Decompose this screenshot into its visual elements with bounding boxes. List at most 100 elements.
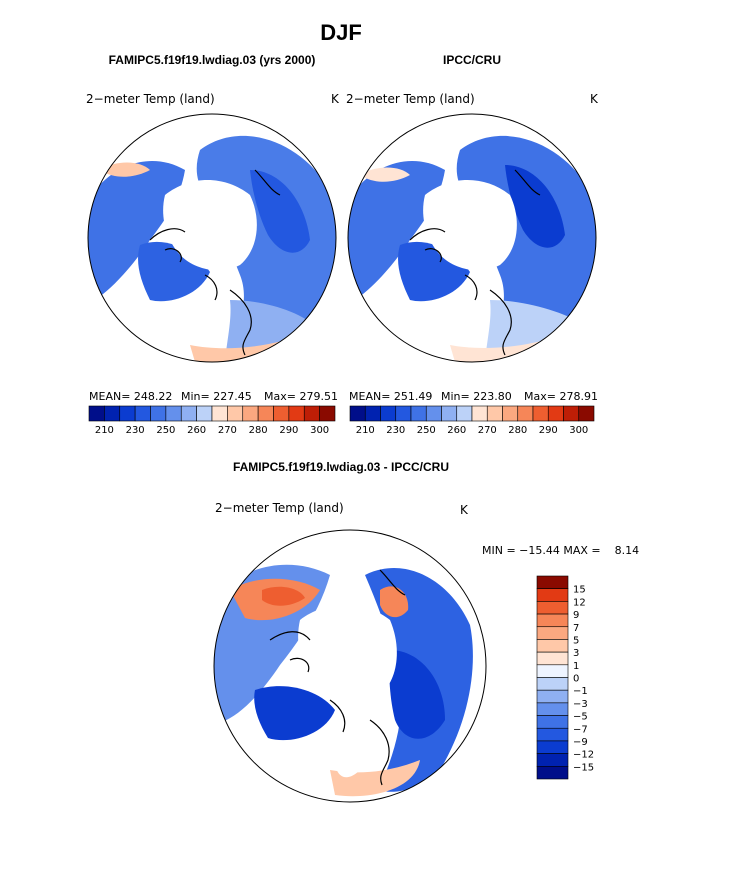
diff-arctic-ocean bbox=[298, 605, 397, 701]
obs-colorbar-swatch bbox=[410, 405, 427, 422]
diff-colorbar-tick-label: 1 bbox=[573, 661, 579, 672]
model-colorbar-tick-label: 210 bbox=[95, 425, 114, 436]
model-atlantic-ocean bbox=[199, 290, 226, 348]
model-arctic-ocean bbox=[163, 180, 257, 271]
obs-colorbar-swatch bbox=[502, 405, 519, 422]
obs-colorbar-tick-label: 290 bbox=[539, 425, 558, 436]
obs-colorbar-swatch bbox=[349, 405, 366, 422]
diff-colorbar-swatch bbox=[536, 753, 569, 767]
obs-colorbar-tick-label: 250 bbox=[417, 425, 436, 436]
model-colorbar-swatch bbox=[165, 405, 182, 422]
obs-north-america-field bbox=[348, 161, 445, 300]
diff-europe-warm bbox=[330, 760, 420, 797]
model-colorbar-swatch bbox=[150, 405, 167, 422]
model-colorbar-swatch bbox=[242, 405, 259, 422]
obs-colorbar-swatch bbox=[517, 405, 534, 422]
model-colorbar-swatch bbox=[227, 405, 244, 422]
diff-colorbar-tick-label: 7 bbox=[573, 623, 579, 634]
diff-panel-title: FAMIPC5.f19f19.lwdiag.03 - IPCC/CRU bbox=[233, 460, 449, 474]
model-colorbar-tick-label: 230 bbox=[126, 425, 145, 436]
model-coastline-eurasia bbox=[229, 169, 281, 356]
diff-colorbar-swatch bbox=[536, 639, 569, 653]
diff-range-text: MIN = −15.44 MAX = 8.14 bbox=[482, 544, 639, 557]
model-colorbar-swatch bbox=[288, 405, 305, 422]
diff-siberia-deep bbox=[389, 650, 445, 739]
model-colorbar-swatch bbox=[104, 405, 121, 422]
diff-units-label: K bbox=[460, 503, 469, 517]
diff-colorbar-swatch bbox=[536, 715, 569, 729]
diff-colorbar-tick-label: −12 bbox=[573, 750, 594, 761]
model-colorbar-swatch bbox=[257, 405, 274, 422]
diff-colorbar-tick-label: 3 bbox=[573, 648, 579, 659]
model-north-america-field bbox=[88, 161, 185, 300]
model-colorbar-swatch bbox=[211, 405, 228, 422]
obs-variable-label: 2−meter Temp (land) bbox=[346, 92, 475, 106]
obs-colorbar-swatch bbox=[486, 405, 503, 422]
diff-colorbar-tick-label: 0 bbox=[573, 674, 579, 685]
obs-colorbar-tick-label: 300 bbox=[569, 425, 588, 436]
obs-colorbar-swatch bbox=[364, 405, 381, 422]
diff-colorbar-swatch bbox=[536, 727, 569, 742]
obs-coastline-eurasia bbox=[489, 169, 541, 356]
diff-colorbar-swatch bbox=[536, 740, 569, 754]
diff-colorbar-tick-label: −1 bbox=[573, 686, 588, 697]
model-colorbar-swatch bbox=[88, 405, 105, 422]
diff-colorbar-swatch bbox=[536, 702, 569, 716]
model-mean-stat: MEAN= 248.22 bbox=[89, 390, 172, 403]
obs-min-stat: Min= 223.80 bbox=[441, 390, 512, 403]
diff-colorbar-swatch bbox=[536, 626, 569, 640]
diff-colorbar-tick-label: −3 bbox=[573, 699, 588, 710]
obs-colorbar-swatch bbox=[532, 405, 549, 422]
obs-mean-stat: MEAN= 251.49 bbox=[349, 390, 432, 403]
model-colorbar-tick-label: 280 bbox=[249, 425, 268, 436]
diff-canada-cold bbox=[254, 686, 335, 741]
diff-colorbar-swatch bbox=[536, 766, 569, 780]
diff-colorbar-swatch bbox=[536, 613, 569, 628]
model-polar-map bbox=[87, 113, 337, 363]
diff-colorbar-swatch bbox=[536, 575, 569, 589]
obs-colorbar-swatch bbox=[441, 405, 458, 422]
model-colorbar-swatch bbox=[119, 405, 136, 422]
obs-max-stat: Max= 278.91 bbox=[524, 390, 598, 403]
model-variable-label: 2−meter Temp (land) bbox=[86, 92, 215, 106]
model-colorbar-swatch bbox=[319, 405, 336, 422]
diff-colorbar-tick-label: 9 bbox=[573, 610, 579, 621]
model-warm-margin-alaska bbox=[100, 162, 150, 177]
diff-colorbar-tick-label: 12 bbox=[573, 597, 586, 608]
obs-colorbar-tick-label: 280 bbox=[508, 425, 527, 436]
obs-siberia-core bbox=[505, 165, 565, 248]
obs-colorbar-swatch bbox=[578, 405, 595, 422]
model-units-label: K bbox=[331, 92, 340, 106]
model-min-stat: Min= 227.45 bbox=[181, 390, 252, 403]
diff-siberia-warm bbox=[380, 586, 409, 618]
diff-colorbar-tick-label: 5 bbox=[573, 635, 579, 646]
obs-colorbar-swatch bbox=[563, 405, 580, 422]
diff-colorbar-tick-label: −7 bbox=[573, 724, 588, 735]
obs-panel-title: IPCC/CRU bbox=[443, 53, 501, 67]
obs-units-label: K bbox=[590, 92, 599, 106]
model-colorbar-tick-label: 290 bbox=[279, 425, 298, 436]
model-colorbar-tick-label: 250 bbox=[156, 425, 175, 436]
model-siberia-core bbox=[250, 170, 310, 253]
diff-polar-map bbox=[213, 529, 487, 803]
model-max-stat: Max= 279.51 bbox=[264, 390, 338, 403]
obs-colorbar-swatch bbox=[471, 405, 488, 422]
model-colorbar: 210 230 250 260 270 280 290 300 bbox=[88, 405, 336, 436]
model-panel-title: FAMIPC5.f19f19.lwdiag.03 (yrs 2000) bbox=[109, 53, 316, 67]
obs-warm-margin-alaska bbox=[360, 167, 410, 182]
obs-colorbar: 210 230 250 260 270 280 290 300 bbox=[349, 405, 595, 436]
diff-colorbar-tick-label: −9 bbox=[573, 737, 588, 748]
obs-colorbar-swatch bbox=[547, 405, 564, 422]
obs-atlantic-ocean bbox=[459, 290, 486, 348]
model-colorbar-swatch bbox=[303, 405, 320, 422]
diff-colorbar-swatch bbox=[536, 677, 569, 691]
model-colorbar-tick-label: 270 bbox=[218, 425, 237, 436]
obs-polar-map bbox=[347, 113, 597, 363]
model-coastline-canada bbox=[149, 228, 218, 301]
diff-colorbar-tick-label: −15 bbox=[573, 762, 594, 773]
diff-colorbar-swatch bbox=[536, 689, 569, 704]
season-title: DJF bbox=[320, 20, 362, 45]
